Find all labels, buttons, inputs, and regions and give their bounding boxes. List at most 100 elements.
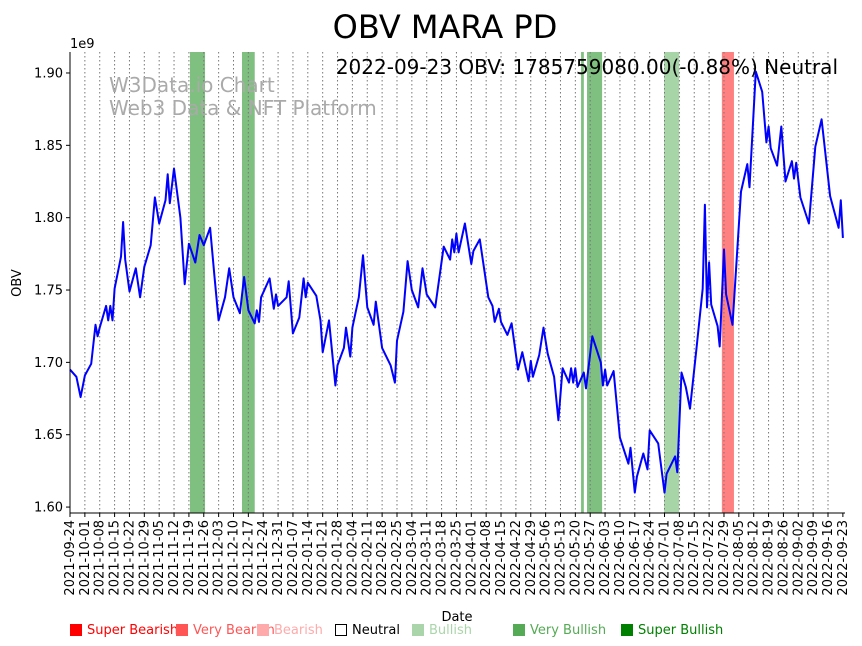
y-tick-label: 1.75 [34, 284, 63, 299]
x-tick-label: 2021-09-24 [63, 520, 78, 596]
obv-series-line [69, 70, 844, 494]
x-tick-label: 2021-10-15 [108, 520, 123, 596]
x-tick-label: 2022-08-05 [732, 520, 747, 596]
legend-label: Very Bullish [530, 623, 606, 638]
legend-item-neutral: Neutral [335, 623, 400, 638]
y-axis-ticks: 1.60 1.65 1.70 1.75 1.80 1.85 1.90 [34, 66, 70, 516]
y-tick-label: 1.90 [34, 66, 63, 81]
y-axis-label: OBV [10, 269, 25, 297]
x-tick-label: 2022-05-13 [553, 520, 568, 596]
x-tick-label: 2021-12-10 [226, 520, 241, 596]
x-tick-label: 2022-03-11 [420, 520, 435, 596]
legend-label: Bearish [274, 623, 323, 638]
legend-swatch [621, 624, 633, 636]
legend-swatch [70, 624, 82, 636]
x-tick-label: 2022-08-26 [776, 520, 791, 596]
x-tick-label: 2022-05-27 [583, 520, 598, 596]
x-tick-label: 2022-02-18 [375, 520, 390, 596]
watermark-line-1: W3Data.io Chart [109, 73, 275, 97]
legend-swatch [335, 624, 347, 636]
x-tick-label: 2022-01-07 [286, 520, 301, 596]
x-tick-label: 2021-10-22 [122, 520, 137, 596]
x-tick-label: 2022-06-10 [613, 520, 628, 596]
x-tick-label: 2022-07-15 [687, 520, 702, 596]
gridlines [84, 52, 829, 513]
x-tick-label: 2022-03-18 [435, 520, 450, 596]
legend-item-very-bearish: Very Bearish [176, 623, 275, 638]
x-tick-label: 2022-06-24 [643, 520, 658, 596]
x-axis-label: Date [441, 610, 472, 625]
latest-value-annotation: 2022-09-23 OBV: 1785759080.00(-0.88%) Ne… [336, 55, 838, 79]
y-multiplier-label: 1e9 [70, 37, 95, 52]
x-tick-label: 2022-01-14 [301, 520, 316, 596]
x-tick-label: 2021-10-01 [78, 520, 93, 596]
y-tick-label: 1.60 [34, 501, 63, 516]
legend-item-very-bullish: Very Bullish [513, 623, 606, 638]
x-tick-label: 2021-11-12 [167, 520, 182, 596]
x-tick-label: 2022-09-09 [806, 520, 821, 596]
y-tick-label: 1.70 [34, 356, 63, 371]
x-tick-label: 2021-12-03 [212, 520, 227, 596]
x-tick-label: 2022-09-16 [821, 520, 836, 596]
signal-band-very-bullish [581, 52, 584, 513]
legend-swatch [513, 624, 525, 636]
y-tick-label: 1.80 [34, 211, 63, 226]
x-tick-label: 2021-10-08 [93, 520, 108, 596]
x-tick-label: 2021-11-05 [152, 520, 167, 596]
x-tick-label: 2022-04-15 [494, 520, 509, 596]
chart-title: OBV MARA PD [333, 8, 558, 46]
x-tick-label: 2021-11-26 [197, 520, 212, 596]
x-tick-label: 2022-02-25 [390, 520, 405, 596]
x-tick-label: 2021-12-24 [256, 520, 271, 596]
x-tick-label: 2022-01-21 [316, 520, 331, 596]
x-tick-label: 2021-12-17 [241, 520, 256, 596]
x-tick-label: 2022-04-22 [509, 520, 524, 596]
legend-swatch [176, 624, 188, 636]
x-tick-label: 2022-09-23 [836, 520, 851, 596]
legend-item-bearish: Bearish [257, 623, 323, 638]
legend-swatch [257, 624, 269, 636]
signal-band-bullish [664, 52, 680, 513]
legend-label: Super Bearish [87, 623, 178, 638]
signal-bands [189, 52, 734, 513]
x-tick-label: 2021-10-29 [137, 520, 152, 596]
x-tick-label: 2022-03-04 [405, 520, 420, 596]
legend-label: Neutral [352, 623, 400, 638]
signal-band-very-bullish [587, 52, 603, 513]
signal-band-very-bearish [721, 52, 734, 513]
legend-label: Bullish [429, 623, 472, 638]
x-tick-label: 2022-07-29 [717, 520, 732, 596]
x-tick-label: 2022-02-11 [360, 520, 375, 596]
x-tick-label: 2021-12-31 [271, 520, 286, 596]
legend-swatch [412, 624, 424, 636]
y-tick-label: 1.65 [34, 428, 63, 443]
x-tick-label: 2022-06-03 [598, 520, 613, 596]
watermark-line-2: Web3 Data & NFT Platform [109, 96, 377, 120]
x-axis-ticks: 2021-09-24 2021-10-01 2021-10-08 2021-10-15… [63, 513, 851, 596]
x-tick-label: 2022-08-19 [762, 520, 777, 596]
x-tick-label: 2022-04-29 [524, 520, 539, 596]
x-tick-label: 2022-05-20 [568, 520, 583, 596]
legend-item-super-bullish: Super Bullish [621, 623, 723, 638]
x-tick-label: 2022-05-06 [539, 520, 554, 596]
x-tick-label: 2022-04-08 [479, 520, 494, 596]
legend-label: Very Bearish [193, 623, 275, 638]
x-tick-label: 2022-04-01 [464, 520, 479, 596]
y-tick-label: 1.85 [34, 139, 63, 154]
legend: Super Bearish Very Bearish Bearish Neutral B… [70, 623, 723, 638]
x-tick-label: 2022-08-12 [747, 520, 762, 596]
x-tick-label: 2021-11-19 [182, 520, 197, 596]
x-tick-label: 2022-02-04 [345, 520, 360, 596]
legend-label: Super Bullish [638, 623, 723, 638]
legend-item-super-bearish: Super Bearish [70, 623, 178, 638]
signal-band-very-bullish [189, 52, 206, 513]
x-tick-label: 2022-07-08 [672, 520, 687, 596]
x-tick-label: 2022-01-28 [331, 520, 346, 596]
x-tick-label: 2022-07-22 [702, 520, 717, 596]
x-tick-label: 2022-09-02 [791, 520, 806, 596]
x-tick-label: 2022-06-17 [628, 520, 643, 596]
x-tick-label: 2022-07-01 [658, 520, 673, 596]
x-tick-label: 2022-03-25 [449, 520, 464, 596]
signal-band-very-bullish [241, 52, 255, 513]
